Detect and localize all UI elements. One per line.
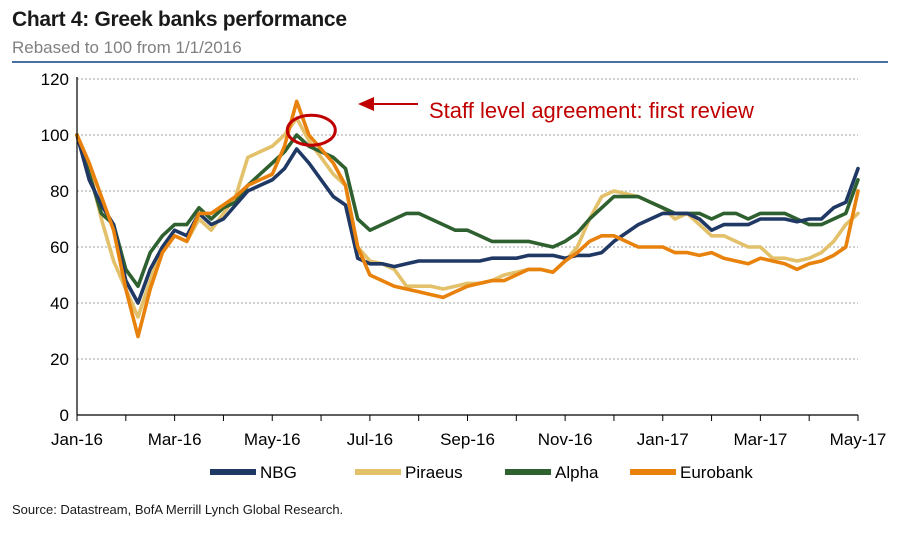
x-tick-label: Jan-16 (51, 430, 103, 449)
x-tick-label: Sep-16 (440, 430, 495, 449)
source-note: Source: Datastream, BofA Merrill Lynch G… (12, 502, 344, 517)
legend-label-nbg: NBG (260, 463, 297, 482)
y-tick-label: 120 (41, 70, 69, 89)
axis-layer: 0 20 40 60 80 100 120 Jan-16 Mar-16 May-16 Jul-16 S… (41, 70, 887, 449)
x-tick-label: Mar-17 (733, 430, 787, 449)
x-tick-label: May-17 (830, 430, 887, 449)
series-line-alpha (75, 133, 860, 289)
chart-subtitle: Rebased to 100 from 1/1/2016 (12, 38, 242, 57)
x-tick-label: Mar-16 (148, 430, 202, 449)
x-tick-label: Jan-17 (637, 430, 689, 449)
series-layer (75, 99, 860, 339)
legend: NBG Piraeus Alpha Eurobank (210, 463, 753, 482)
y-tick-label: 80 (50, 182, 69, 201)
series-line-nbg (75, 133, 860, 305)
y-tick-label: 100 (41, 126, 69, 145)
legend-label-eurobank: Eurobank (680, 463, 753, 482)
x-tick-label: Jul-16 (347, 430, 393, 449)
y-tick-label: 20 (50, 350, 69, 369)
chart-title: Chart 4: Greek banks performance (12, 8, 347, 31)
legend-label-piraeus: Piraeus (405, 463, 463, 482)
annotation-layer: Staff level agreement: first review (285, 97, 754, 147)
annotation-ellipse (285, 113, 337, 147)
series-line-eurobank (75, 99, 860, 339)
annotation-text: Staff level agreement: first review (429, 98, 754, 123)
header-rule (12, 61, 888, 63)
x-tick-label: May-16 (244, 430, 301, 449)
annotation-arrow-head (358, 97, 374, 111)
y-tick-label: 0 (60, 406, 69, 425)
legend-label-alpha: Alpha (555, 463, 599, 482)
y-tick-label: 60 (50, 238, 69, 257)
y-tick-label: 40 (50, 294, 69, 313)
x-tick-label: Nov-16 (538, 430, 593, 449)
series-line-piraeus (75, 116, 860, 319)
